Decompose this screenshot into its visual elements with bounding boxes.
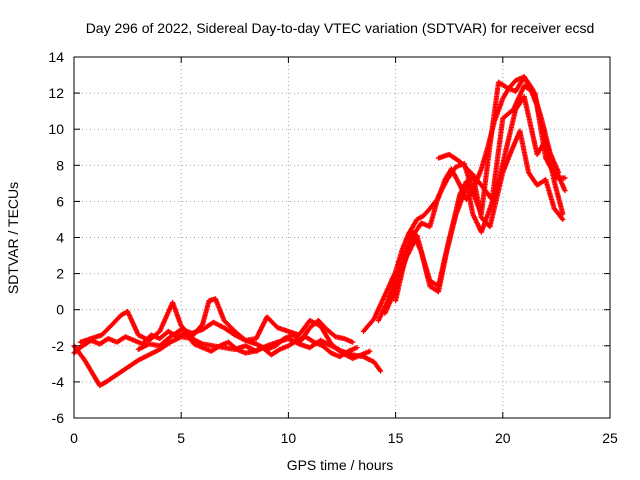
tick-layer: 0 5 10 15 20 25 -6 -4 -2 0 2 4 6 8 10 12 14 [48, 49, 618, 446]
y-axis-label: SDTVAR / TECUs [5, 182, 21, 294]
x-tick-label: 15 [388, 430, 404, 446]
grid-layer [74, 57, 610, 418]
y-tick-label: 4 [56, 230, 64, 246]
y-tick-label: 8 [56, 157, 64, 173]
data-layer [71, 74, 568, 389]
y-tick-label: -4 [52, 374, 65, 390]
data-point [350, 339, 356, 345]
series-track-g [382, 94, 566, 316]
data-point [560, 216, 566, 223]
y-tick-label: 12 [48, 85, 64, 101]
data-point [555, 169, 562, 176]
x-tick-label: 0 [70, 430, 78, 446]
x-tick-label: 10 [281, 430, 297, 446]
y-tick-label: 6 [56, 193, 64, 209]
series-track-d [135, 314, 373, 362]
x-axis-label: GPS time / hours [287, 457, 394, 473]
series-track-b [71, 328, 360, 360]
y-tick-label: -2 [52, 338, 65, 354]
y-tick-label: 0 [56, 302, 64, 318]
series-track-i [435, 83, 568, 203]
y-tick-label: 14 [48, 49, 64, 65]
data-point [377, 368, 384, 374]
y-tick-label: -6 [52, 410, 65, 426]
data-point [562, 175, 568, 181]
x-tick-label: 25 [602, 430, 618, 446]
y-tick-label: 2 [56, 266, 64, 282]
chart-title: Day 296 of 2022, Sidereal Day-to-day VTE… [86, 20, 595, 36]
data-point [562, 187, 568, 194]
data-point [354, 345, 360, 351]
data-point [367, 348, 373, 354]
x-tick-label: 5 [177, 430, 185, 446]
y-tick-label: 10 [48, 121, 64, 137]
x-tick-label: 20 [495, 430, 511, 446]
